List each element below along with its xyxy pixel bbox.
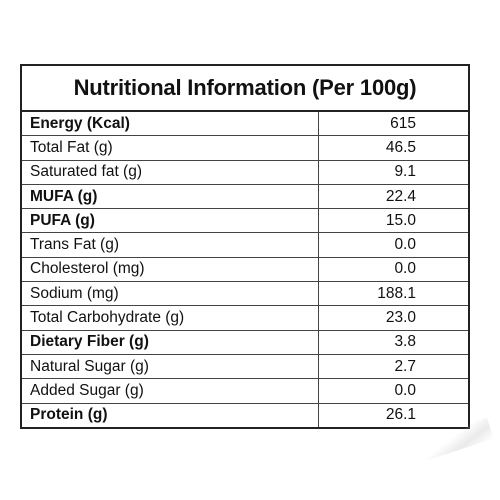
nutrient-value: 0.0 — [318, 232, 468, 258]
nutrient-label: Total Fat (g) — [22, 135, 319, 161]
nutrient-row: Cholesterol (mg) 0.0 — [22, 257, 468, 283]
nutrient-value: 46.5 — [318, 135, 468, 161]
nutrient-label: Added Sugar (g) — [22, 378, 319, 404]
nutrient-value: 3.8 — [318, 330, 468, 355]
nutrition-table: Energy (Kcal) 615 Total Fat (g) 46.5 Saturat… — [22, 112, 468, 427]
nutrient-row: Dietary Fiber (g) 3.8 — [22, 330, 468, 355]
nutrient-value: 0.0 — [318, 378, 468, 404]
nutrient-value: 9.1 — [318, 160, 468, 185]
nutrient-row: Added Sugar (g) 0.0 — [22, 378, 468, 404]
nutrient-value: 23.0 — [318, 305, 468, 331]
nutrient-row: Sodium (mg) 188.1 — [22, 281, 468, 307]
nutrition-title: Nutritional Information (Per 100g) — [22, 66, 468, 112]
nutrient-row: Total Fat (g) 46.5 — [22, 135, 468, 161]
nutrient-label: Natural Sugar (g) — [22, 354, 319, 380]
nutrient-value: 26.1 — [385, 406, 416, 424]
nutrient-row: PUFA (g) 15.0 — [22, 208, 468, 234]
nutrient-label: Trans Fat (g) — [22, 232, 319, 258]
nutrient-row: Natural Sugar (g) 2.7 — [22, 354, 468, 380]
nutrient-row: Energy (Kcal) 615 — [22, 112, 468, 137]
nutrient-label: Total Carbohydrate (g) — [22, 305, 319, 331]
nutrient-label: PUFA (g) — [22, 208, 319, 234]
nutrition-panel: Nutritional Information (Per 100g) Energ… — [20, 64, 470, 429]
nutrient-label: Dietary Fiber (g) — [22, 330, 319, 355]
nutrient-label: MUFA (g) — [22, 184, 319, 210]
nutrient-row: Trans Fat (g) 0.0 — [22, 232, 468, 258]
nutrient-label: Saturated fat (g) — [22, 160, 319, 185]
nutrient-value: 15.0 — [318, 208, 468, 234]
nutrient-row: Total Carbohydrate (g) 23.0 — [22, 305, 468, 331]
nutrient-label: Sodium (mg) — [22, 281, 319, 307]
nutrient-value: 0.0 — [318, 257, 468, 283]
nutrient-row: Protein (g) 26.1 — [22, 403, 468, 427]
nutrient-label: Cholesterol (mg) — [22, 257, 319, 283]
nutrient-value: 188.1 — [318, 281, 468, 307]
nutrient-value: 2.7 — [318, 354, 468, 380]
nutrient-label: Protein (g) — [22, 403, 319, 427]
nutrient-row: MUFA (g) 22.4 — [22, 184, 468, 210]
nutrient-value: 615 — [318, 112, 468, 137]
nutrient-row: Saturated fat (g) 9.1 — [22, 160, 468, 185]
nutrient-value: 22.4 — [318, 184, 468, 210]
nutrient-label: Energy (Kcal) — [22, 112, 319, 137]
